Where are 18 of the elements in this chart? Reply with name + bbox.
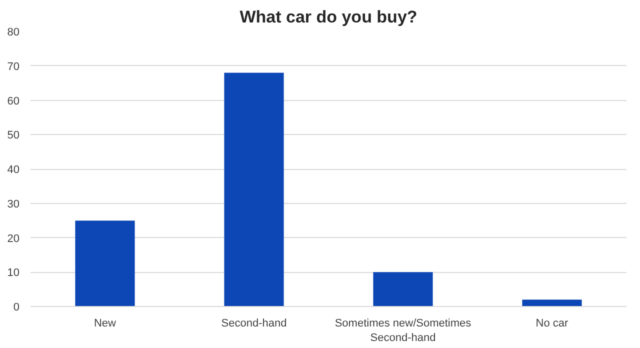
bar	[522, 300, 582, 306]
y-tick-label: 40	[7, 164, 20, 176]
y-tick-label: 30	[7, 198, 20, 210]
y-tick-label: 80	[7, 26, 20, 38]
y-tick-label: 20	[7, 232, 20, 245]
y-tick-label: 10	[7, 267, 20, 280]
y-tick-label: 50	[7, 130, 20, 142]
bar	[75, 220, 135, 306]
x-tick-label: New	[94, 318, 116, 330]
x-tick-label: Second-hand	[221, 318, 287, 330]
chart-title: What car do you buy?	[240, 8, 418, 26]
bar	[224, 72, 284, 306]
x-tick-label: No car	[536, 318, 569, 330]
y-tick-label: 60	[7, 95, 20, 108]
y-tick-label: 70	[7, 60, 20, 73]
x-tick-label: Sometimes new/Sometimes Second-hand	[334, 318, 472, 344]
bar	[373, 272, 433, 306]
y-tick-label: 0	[13, 302, 20, 314]
